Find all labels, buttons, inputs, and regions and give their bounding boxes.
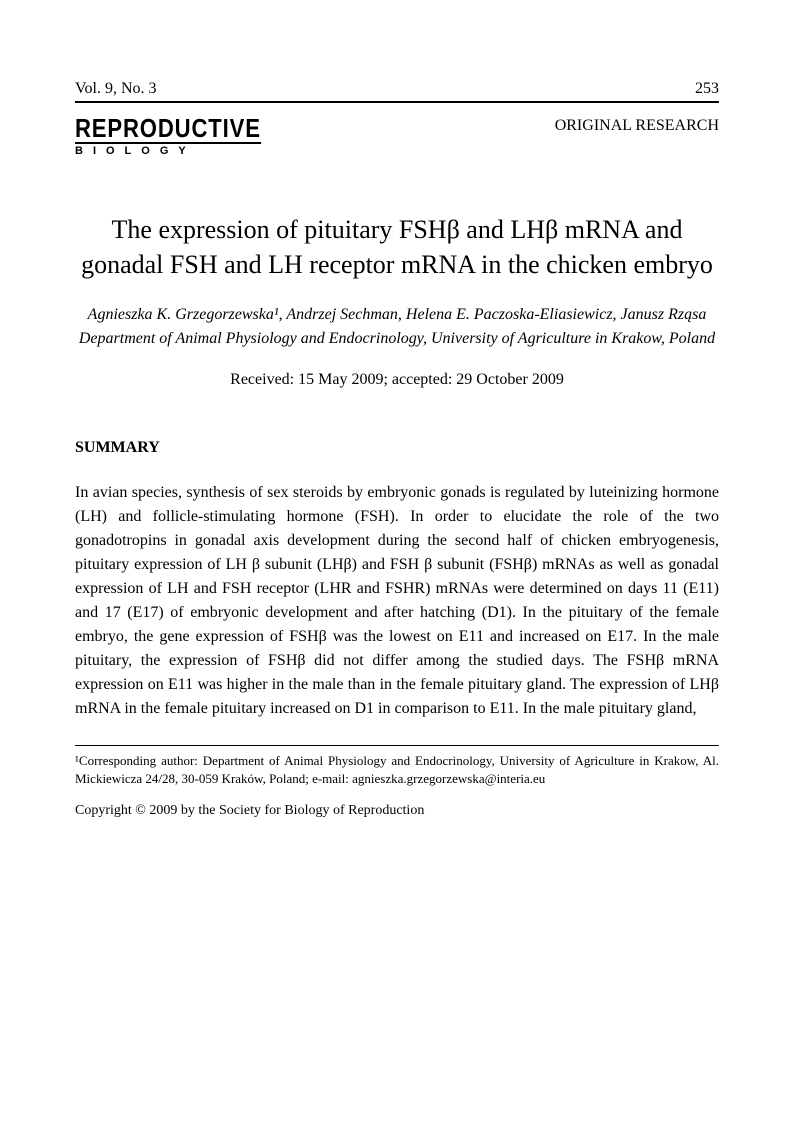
dates-info: Received: 15 May 2009; accepted: 29 Octo… — [75, 371, 719, 389]
article-type: ORIGINAL RESEARCH — [555, 117, 719, 135]
summary-heading: SUMMARY — [75, 439, 719, 457]
page-number: 253 — [695, 80, 719, 98]
article-title: The expression of pituitary FSHβ and LHβ… — [75, 212, 719, 282]
summary-body: In avian species, synthesis of sex stero… — [75, 481, 719, 721]
copyright-notice: Copyright © 2009 by the Society for Biol… — [75, 803, 719, 819]
header-row: Vol. 9, No. 3 253 — [75, 80, 719, 103]
journal-header: REPRODUCTIVE BIOLOGY ORIGINAL RESEARCH — [75, 115, 719, 157]
journal-logo: REPRODUCTIVE BIOLOGY — [75, 115, 294, 157]
affiliation: Department of Animal Physiology and Endo… — [75, 328, 719, 350]
authors-list: Agnieszka K. Grzegorzewska¹, Andrzej Sec… — [75, 304, 719, 326]
volume-info: Vol. 9, No. 3 — [75, 80, 157, 98]
footnote-divider — [75, 745, 719, 746]
journal-sub-title: BIOLOGY — [75, 146, 294, 157]
corresponding-author-footnote: ¹Corresponding author: Department of Ani… — [75, 752, 719, 787]
journal-main-title: REPRODUCTIVE — [75, 115, 261, 144]
